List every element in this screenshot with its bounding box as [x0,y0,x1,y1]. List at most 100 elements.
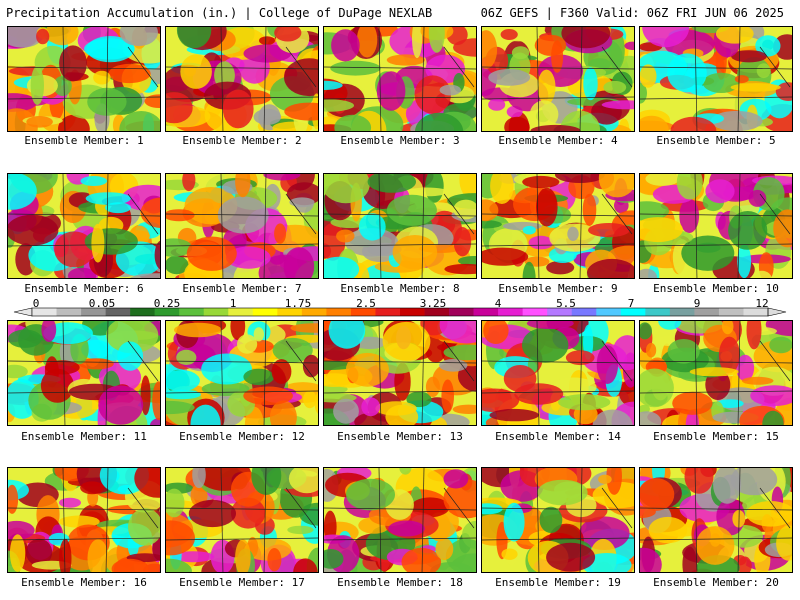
state-boundary-line [324,390,476,394]
state-boundary-line [443,193,475,235]
ensemble-member-map [7,173,161,279]
ensemble-member-map [7,320,161,426]
ensemble-member-map [165,320,319,426]
ensemble-member-label: Ensemble Member: 8 [340,282,460,295]
ensemble-member-label: Ensemble Member: 12 [179,430,305,443]
state-boundary-line [127,193,159,235]
colorbar-tick-label: 0.25 [153,297,181,310]
colorbar-max-arrow [767,307,787,317]
ensemble-member-label: Ensemble Member: 4 [498,134,618,147]
state-boundary-line [640,360,792,364]
colorbar [13,307,787,317]
state-boundary-line [421,27,425,131]
state-boundary-line [8,537,160,541]
colorbar-swatch [179,308,205,316]
state-boundary-line [105,174,109,278]
colorbar-tick-label: 0.05 [88,297,116,310]
state-boundary-line [579,468,583,572]
ensemble-member-label: Ensemble Member: 10 [653,282,779,295]
state-boundary-line [536,321,540,425]
state-boundary-line [378,27,382,131]
colorbar-swatch [743,308,769,316]
state-boundary-line [640,66,792,70]
state-boundary-line [166,390,318,394]
state-boundary-line [640,537,792,541]
state-boundary-line [759,340,791,382]
colorbar-swatch [400,308,425,316]
state-boundary-line [324,96,476,100]
precipitation-field [482,174,634,278]
ensemble-member-label: Ensemble Member: 1 [24,134,144,147]
state-boundary-line [8,360,160,364]
ensemble-member-map [7,467,161,573]
state-boundary-line [324,66,476,70]
state-boundary-line [263,321,267,425]
state-boundary-line [324,507,476,511]
state-boundary-line [127,46,159,88]
state-boundary-line [601,340,633,382]
precipitation-field [482,468,634,572]
colorbar-tick-label: 1.75 [284,297,312,310]
state-boundary-line [8,66,160,70]
colorbar-swatch [203,308,229,316]
state-boundary-line [694,321,698,425]
state-boundary-line [536,27,540,131]
ensemble-member-label: Ensemble Member: 2 [182,134,302,147]
state-boundary-line [482,66,634,70]
state-boundary-line [8,390,160,394]
state-boundary-line [263,174,267,278]
ensemble-member-label: Ensemble Member: 13 [337,430,463,443]
ensemble-member-map [639,467,793,573]
colorbar-tick-label: 2.5 [356,297,376,310]
ensemble-member-map [481,26,635,132]
colorbar-swatch [326,308,352,316]
state-boundary-line [759,487,791,529]
state-boundary-line [166,96,318,100]
colorbar-swatch [375,308,401,316]
state-boundary-line [62,27,66,131]
state-boundary-line [640,243,792,247]
state-boundary-line [62,174,66,278]
ensemble-member-label: Ensemble Member: 11 [21,430,147,443]
state-boundary-line [62,321,66,425]
state-boundary-line [378,321,382,425]
ensemble-member-label: Ensemble Member: 20 [653,576,779,589]
state-boundary-line [127,340,159,382]
colorbar-swatch [228,308,254,316]
colorbar-tick-label: 3.25 [419,297,447,310]
colorbar-tick-label: 5.5 [556,297,576,310]
state-boundary-line [482,360,634,364]
precipitation-field [324,27,476,131]
ensemble-member-map [481,467,635,573]
precipitation-field [640,321,792,425]
precipitation-field [166,321,318,425]
ensemble-member-map [323,26,477,132]
colorbar-swatch [718,308,744,316]
state-boundary-line [421,321,425,425]
state-boundary-line [220,27,224,131]
state-boundary-line [482,390,634,394]
state-boundary-line [694,174,698,278]
colorbar-swatch [130,308,155,316]
ensemble-member-map [481,173,635,279]
ensemble-member-label: Ensemble Member: 6 [24,282,144,295]
colorbar-swatch [522,308,548,316]
precipitation-field [482,321,634,425]
state-boundary-line [378,468,382,572]
state-boundary-line [601,46,633,88]
state-boundary-line [482,537,634,541]
state-boundary-line [324,537,476,541]
colorbar-tick-label: 7 [627,297,635,310]
ensemble-member-map [639,173,793,279]
state-boundary-line [285,340,317,382]
colorbar-tick-label: 4 [494,297,502,310]
colorbar-swatch [277,308,303,316]
page-title: Precipitation Accumulation (in.) | Colle… [6,6,433,20]
colorbar-swatch [498,308,523,316]
ensemble-member-map [323,320,477,426]
state-boundary-line [421,174,425,278]
state-boundary-line [285,46,317,88]
colorbar-swatch [547,308,573,316]
colorbar-swatch [424,308,450,316]
state-boundary-line [640,96,792,100]
